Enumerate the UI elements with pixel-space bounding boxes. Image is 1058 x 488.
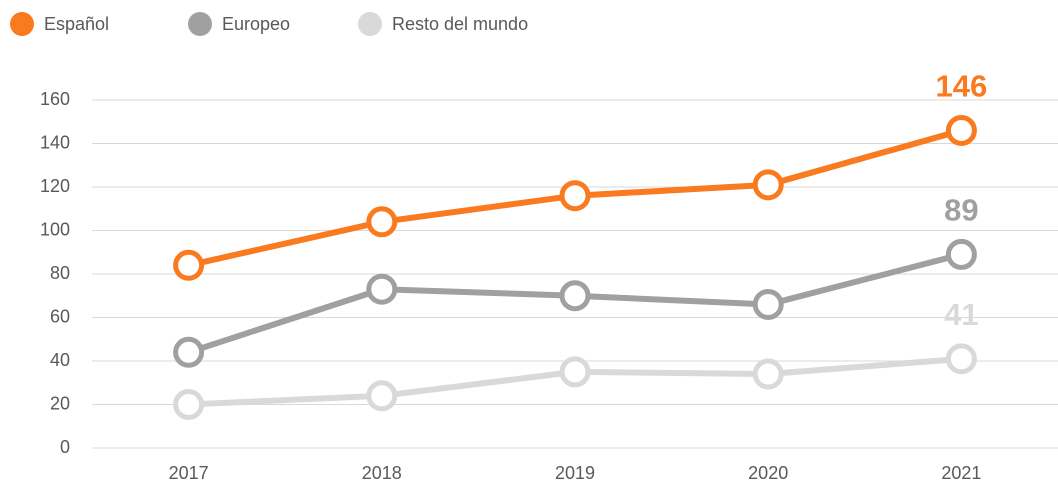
point-marker [366,206,398,238]
y-tick-label: 120 [40,176,70,196]
point-marker [366,273,398,305]
point-marker [173,336,205,368]
legend-label: Resto del mundo [392,14,528,34]
x-tick-label: 2020 [748,463,788,483]
legend-label: Español [44,14,109,34]
y-tick-label: 20 [50,393,70,413]
x-tick-label: 2019 [555,463,595,483]
point-marker [366,380,398,412]
y-tick-label: 0 [60,437,70,457]
point-marker [945,114,977,146]
x-tick-label: 2017 [169,463,209,483]
x-tick-label: 2021 [941,463,981,483]
x-tick-label: 2018 [362,463,402,483]
point-marker [945,343,977,375]
legend-swatch [188,12,212,36]
y-tick-label: 80 [50,263,70,283]
y-tick-label: 40 [50,350,70,370]
y-tick-label: 140 [40,132,70,152]
point-marker [173,249,205,281]
data-label: 41 [944,297,978,332]
legend-label: Europeo [222,14,290,34]
point-marker [752,288,784,320]
y-tick-label: 160 [40,89,70,109]
point-marker [173,389,205,420]
legend-swatch [358,12,382,36]
point-marker [559,356,591,388]
point-marker [752,169,784,201]
y-tick-label: 100 [40,219,70,239]
point-marker [559,280,591,312]
point-marker [559,180,591,212]
legend-swatch [10,12,34,36]
y-tick-label: 60 [50,306,70,326]
data-label: 89 [944,193,978,228]
data-label: 146 [936,69,988,104]
point-marker [752,358,784,390]
point-marker [945,238,977,270]
